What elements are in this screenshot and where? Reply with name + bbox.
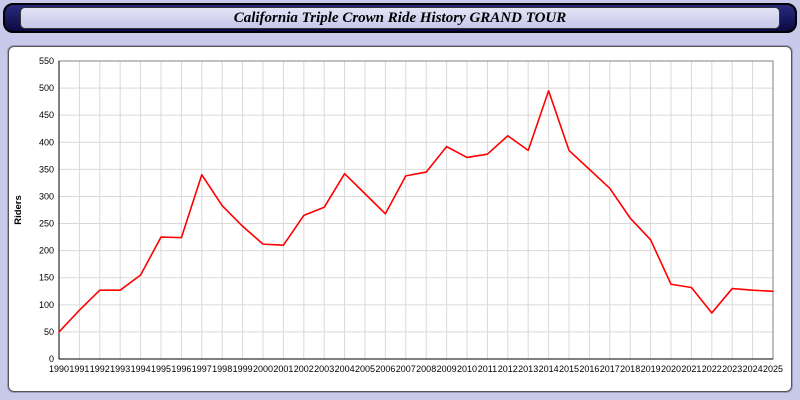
x-tick-label: 2023 [722, 364, 742, 374]
x-tick-label: 1996 [171, 364, 191, 374]
plot-border [58, 60, 774, 360]
x-tick-label: 2017 [600, 364, 620, 374]
y-tick-label: 50 [44, 327, 54, 337]
y-tick-label: 400 [39, 137, 54, 147]
x-tick-label: 2003 [314, 364, 334, 374]
x-tick-label: 2016 [579, 364, 599, 374]
x-tick-label: 2018 [620, 364, 640, 374]
y-tick-label: 300 [39, 191, 54, 201]
x-tick-label: 2015 [559, 364, 579, 374]
y-tick-label: 200 [39, 246, 54, 256]
x-tick-label: 1990 [49, 364, 69, 374]
x-tick-label: 1994 [131, 364, 151, 374]
series-line-riders [58, 89, 774, 333]
x-tick-label: 1998 [212, 364, 232, 374]
chart-panel: 0 50 100 150 200 250 300 350 400 450 500 550 1990 199… [8, 46, 792, 392]
x-tick-label: 2012 [498, 364, 518, 374]
y-tick-label: 550 [39, 56, 54, 66]
y-tick-label: 0 [49, 354, 54, 364]
title-bar: California Triple Crown Ride History GRA… [3, 3, 797, 33]
x-tick-label: 1997 [192, 364, 212, 374]
x-tick-label: 2010 [457, 364, 477, 374]
x-tick-label: 2005 [355, 364, 375, 374]
x-tick-label: 2022 [702, 364, 722, 374]
x-tick-label: 1991 [69, 364, 89, 374]
x-tick-label: 2011 [478, 364, 497, 374]
y-tick-label: 250 [39, 219, 54, 229]
x-tick-label: 1993 [110, 364, 130, 374]
y-tick-label: 150 [39, 273, 54, 283]
x-tick-label: 2025 [763, 364, 783, 374]
y-axis-label: Riders [13, 195, 24, 225]
x-tick-label: 2013 [518, 364, 538, 374]
x-tick-label: 2004 [335, 364, 355, 374]
x-tick-label: 1999 [233, 364, 253, 374]
x-tick-label: 2021 [681, 364, 701, 374]
x-tick-label: 2009 [437, 364, 457, 374]
x-tick-label: 2020 [661, 364, 681, 374]
page-title: California Triple Crown Ride History GRA… [233, 9, 567, 26]
y-tick-label: 450 [39, 110, 54, 120]
x-tick-label: 2006 [375, 364, 395, 374]
x-tick-label: 2014 [539, 364, 559, 374]
x-tick-label: 2000 [253, 364, 273, 374]
x-tick-label: 2002 [294, 364, 314, 374]
title-bar-inner: California Triple Crown Ride History GRA… [19, 7, 781, 29]
y-tick-label: 500 [39, 83, 54, 93]
x-tick-label: 2024 [743, 364, 763, 374]
y-tick-label: 100 [39, 300, 54, 310]
x-tick-label: 2007 [396, 364, 416, 374]
x-tick-label: 1992 [90, 364, 110, 374]
x-tick-label: 2001 [273, 364, 293, 374]
x-tick-label: 2019 [641, 364, 661, 374]
x-tick-label: 1995 [151, 364, 171, 374]
x-tick-label: 2008 [416, 364, 436, 374]
y-tick-label: 350 [39, 164, 54, 174]
